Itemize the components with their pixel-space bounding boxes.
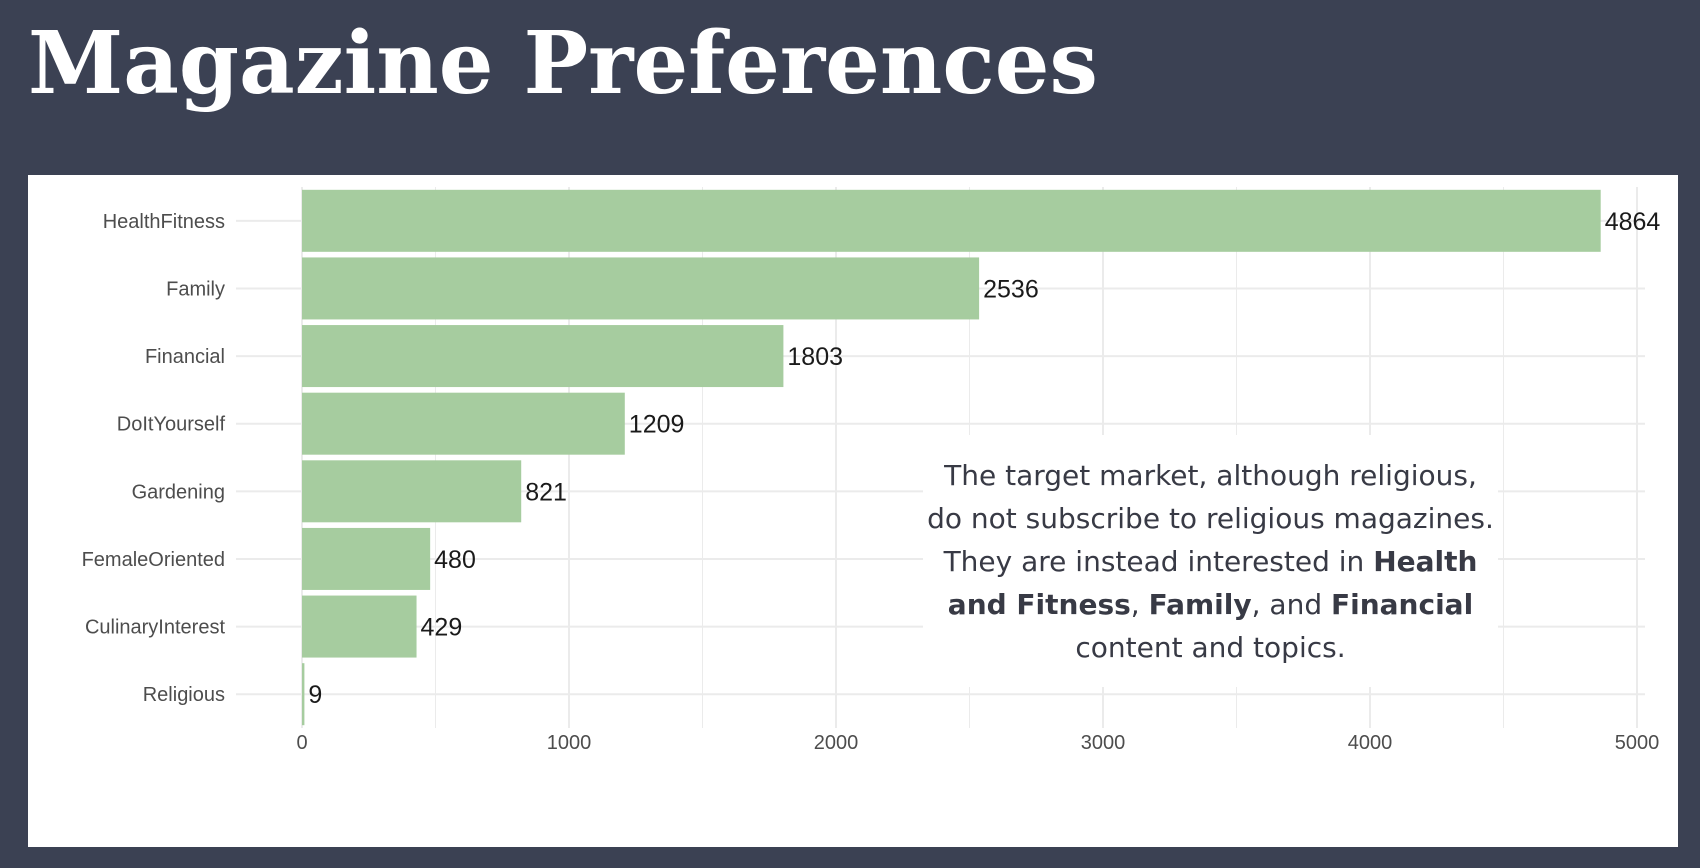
bar-chart: 4864 HealthFitness 2536 Family 1803 Financial… xyxy=(82,187,1661,754)
data-label: 9 xyxy=(308,681,322,709)
category-label: Gardening xyxy=(132,481,225,503)
bar xyxy=(302,325,784,388)
labels: 4864 HealthFitness 2536 Family 1803 Financial… xyxy=(82,208,1661,754)
data-label: 821 xyxy=(525,478,567,506)
callout-text: , xyxy=(1130,587,1149,621)
category-label: FemaleOriented xyxy=(82,549,225,571)
category-label: Family xyxy=(166,278,225,300)
x-tick-label: 2000 xyxy=(814,732,859,754)
callout-text: , and xyxy=(1251,587,1331,621)
category-label: Financial xyxy=(145,346,225,368)
bar xyxy=(302,460,522,523)
category-label: Religious xyxy=(143,684,225,706)
callout-text: The target market, although religious, xyxy=(944,458,1477,492)
data-label: 429 xyxy=(421,614,463,642)
callout-text: They are instead interested in xyxy=(943,544,1374,578)
callout-emphasis: Financial xyxy=(1331,587,1474,621)
data-label: 1803 xyxy=(787,343,843,371)
callout-emphasis: Health xyxy=(1373,544,1478,578)
callout-line: do not subscribe to religious magazines. xyxy=(923,497,1498,540)
callout-line: and Fitness, Family, and Financial xyxy=(923,583,1498,626)
callout-emphasis: and Fitness xyxy=(947,587,1131,621)
chart-panel: 4864 HealthFitness 2536 Family 1803 Financial… xyxy=(28,175,1678,847)
bar xyxy=(302,595,417,658)
bar xyxy=(302,527,431,590)
data-label: 1209 xyxy=(629,411,685,439)
category-label: CulinaryInterest xyxy=(85,617,226,639)
x-tick-label: 5000 xyxy=(1615,732,1660,754)
data-label: 4864 xyxy=(1605,208,1661,236)
callout-emphasis: Family xyxy=(1148,587,1252,621)
data-label: 2536 xyxy=(983,275,1039,303)
category-label: DoItYourself xyxy=(117,414,226,436)
callout-line: The target market, although religious, xyxy=(923,454,1498,497)
bars xyxy=(302,189,1601,726)
data-label: 480 xyxy=(434,546,476,574)
callout-line: They are instead interested in Health xyxy=(923,540,1498,583)
bar xyxy=(302,257,980,320)
category-label: HealthFitness xyxy=(103,211,225,233)
callout-line: content and topics. xyxy=(923,626,1498,669)
x-tick-label: 0 xyxy=(296,732,307,754)
callout-text: content and topics. xyxy=(1075,630,1346,664)
x-tick-label: 4000 xyxy=(1348,732,1393,754)
insight-callout: The target market, although religious, d… xyxy=(923,435,1498,687)
x-tick-label: 3000 xyxy=(1081,732,1126,754)
page-title: Magazine Preferences xyxy=(28,13,1098,114)
bar xyxy=(302,189,1601,252)
x-tick-label: 1000 xyxy=(547,732,592,754)
bar xyxy=(302,392,625,455)
bar xyxy=(302,663,305,726)
callout-text: do not subscribe to religious magazines. xyxy=(927,501,1494,535)
